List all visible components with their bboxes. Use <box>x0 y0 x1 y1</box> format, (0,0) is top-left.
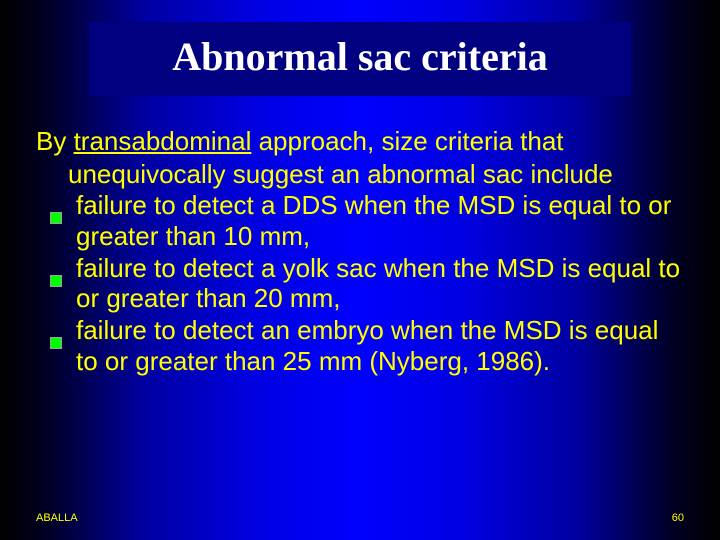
footer-author: ABALLA <box>36 512 78 524</box>
bullet-text: failure to detect a yolk sac when the MS… <box>76 253 680 314</box>
bullet-text: failure to detect an embryo when the MSD… <box>76 315 658 376</box>
square-bullet-icon <box>50 263 62 275</box>
list-item: failure to detect an embryo when the MSD… <box>50 315 684 376</box>
list-item: failure to detect a DDS when the MSD is … <box>50 190 684 251</box>
square-bullet-icon <box>50 200 62 212</box>
slide: Abnormal sac criteria By transabdominal … <box>0 0 720 540</box>
intro-underlined: transabdominal <box>74 126 252 156</box>
title-block: Abnormal sac criteria <box>89 22 631 96</box>
intro-line-1: By transabdominal approach, size criteri… <box>36 126 684 157</box>
bullet-list: failure to detect a DDS when the MSD is … <box>36 190 684 376</box>
intro-line-2: unequivocally suggest an abnormal sac in… <box>36 159 684 190</box>
footer: ABALLA 60 <box>36 512 684 524</box>
content-area: By transabdominal approach, size criteri… <box>36 126 684 376</box>
list-item: failure to detect a yolk sac when the MS… <box>50 253 684 314</box>
slide-title: Abnormal sac criteria <box>99 36 621 78</box>
page-number: 60 <box>672 512 684 524</box>
intro-prefix: By <box>36 126 74 156</box>
square-bullet-icon <box>50 325 62 337</box>
bullet-text: failure to detect a DDS when the MSD is … <box>76 190 671 251</box>
intro-rest: approach, size criteria that <box>251 126 563 156</box>
